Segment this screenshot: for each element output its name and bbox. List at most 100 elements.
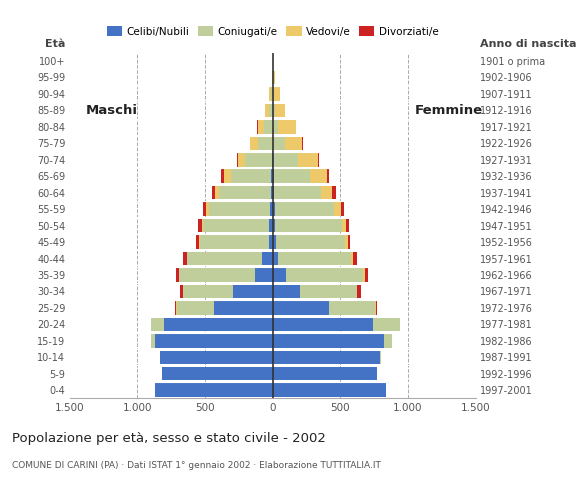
Bar [272, 71, 273, 84]
Bar [164, 318, 273, 331]
Bar [249, 137, 251, 150]
Bar [273, 219, 275, 232]
Bar [162, 367, 273, 381]
Bar [300, 285, 357, 298]
Text: Femmine: Femmine [415, 104, 483, 117]
Bar [273, 137, 285, 150]
Text: Popolazione per età, sesso e stato civile - 2002: Popolazione per età, sesso e stato civil… [12, 432, 325, 445]
Bar [278, 252, 351, 265]
Bar [151, 334, 155, 348]
Bar [274, 186, 321, 199]
Bar [269, 219, 273, 232]
Bar [274, 169, 310, 183]
Bar [379, 350, 381, 364]
Bar [151, 318, 164, 331]
Bar [209, 203, 270, 216]
Bar [363, 268, 365, 282]
Bar [273, 384, 386, 397]
Bar [264, 120, 273, 133]
Bar [302, 137, 303, 150]
Bar [273, 301, 329, 314]
Bar [273, 120, 278, 133]
Bar [215, 186, 219, 199]
Bar [275, 203, 334, 216]
Bar [353, 252, 357, 265]
Bar [273, 334, 383, 348]
Bar [273, 203, 275, 216]
Bar [273, 87, 280, 101]
Bar [273, 285, 300, 298]
Bar [224, 169, 231, 183]
Bar [383, 334, 392, 348]
Bar [196, 235, 199, 249]
Bar [275, 104, 285, 117]
Bar [176, 301, 215, 314]
Bar [271, 186, 273, 199]
Bar [273, 104, 275, 117]
Bar [341, 203, 345, 216]
Bar [203, 219, 269, 232]
Bar [310, 169, 327, 183]
Bar [273, 153, 298, 167]
Bar [176, 268, 179, 282]
Bar [351, 252, 353, 265]
Bar [271, 169, 273, 183]
Bar [258, 137, 273, 150]
Bar [272, 153, 273, 167]
Bar [273, 252, 278, 265]
Bar [276, 219, 342, 232]
Bar [278, 120, 296, 133]
Bar [175, 301, 176, 314]
Bar [155, 334, 273, 348]
Bar [321, 186, 332, 199]
Bar [257, 120, 258, 133]
Bar [237, 153, 238, 167]
Bar [376, 301, 378, 314]
Bar [155, 384, 273, 397]
Bar [215, 301, 273, 314]
Bar [258, 120, 264, 133]
Bar [269, 87, 271, 101]
Bar [334, 203, 341, 216]
Bar [286, 268, 363, 282]
Bar [202, 219, 203, 232]
Bar [273, 268, 286, 282]
Bar [373, 318, 400, 331]
Text: Età: Età [45, 39, 66, 49]
Bar [332, 186, 335, 199]
Bar [327, 169, 329, 183]
Bar [269, 235, 273, 249]
Bar [245, 153, 272, 167]
Bar [348, 235, 350, 249]
Bar [219, 186, 271, 199]
Bar [203, 203, 206, 216]
Bar [212, 186, 215, 199]
Bar [179, 268, 255, 282]
Bar [206, 203, 209, 216]
Bar [273, 367, 377, 381]
Bar [255, 268, 273, 282]
Bar [276, 235, 345, 249]
Bar [238, 153, 245, 167]
Bar [273, 71, 275, 84]
Text: Anno di nascita: Anno di nascita [480, 39, 576, 49]
Bar [198, 219, 202, 232]
Bar [270, 203, 273, 216]
Bar [273, 235, 276, 249]
Bar [221, 169, 224, 183]
Bar [269, 104, 273, 117]
Bar [271, 87, 273, 101]
Bar [329, 301, 375, 314]
Bar [200, 235, 269, 249]
Bar [273, 186, 274, 199]
Bar [273, 169, 274, 183]
Bar [160, 350, 273, 364]
Bar [262, 252, 273, 265]
Bar [285, 137, 302, 150]
Bar [233, 285, 273, 298]
Bar [273, 318, 373, 331]
Bar [346, 219, 349, 232]
Bar [251, 137, 258, 150]
Bar [298, 153, 318, 167]
Bar [183, 252, 187, 265]
